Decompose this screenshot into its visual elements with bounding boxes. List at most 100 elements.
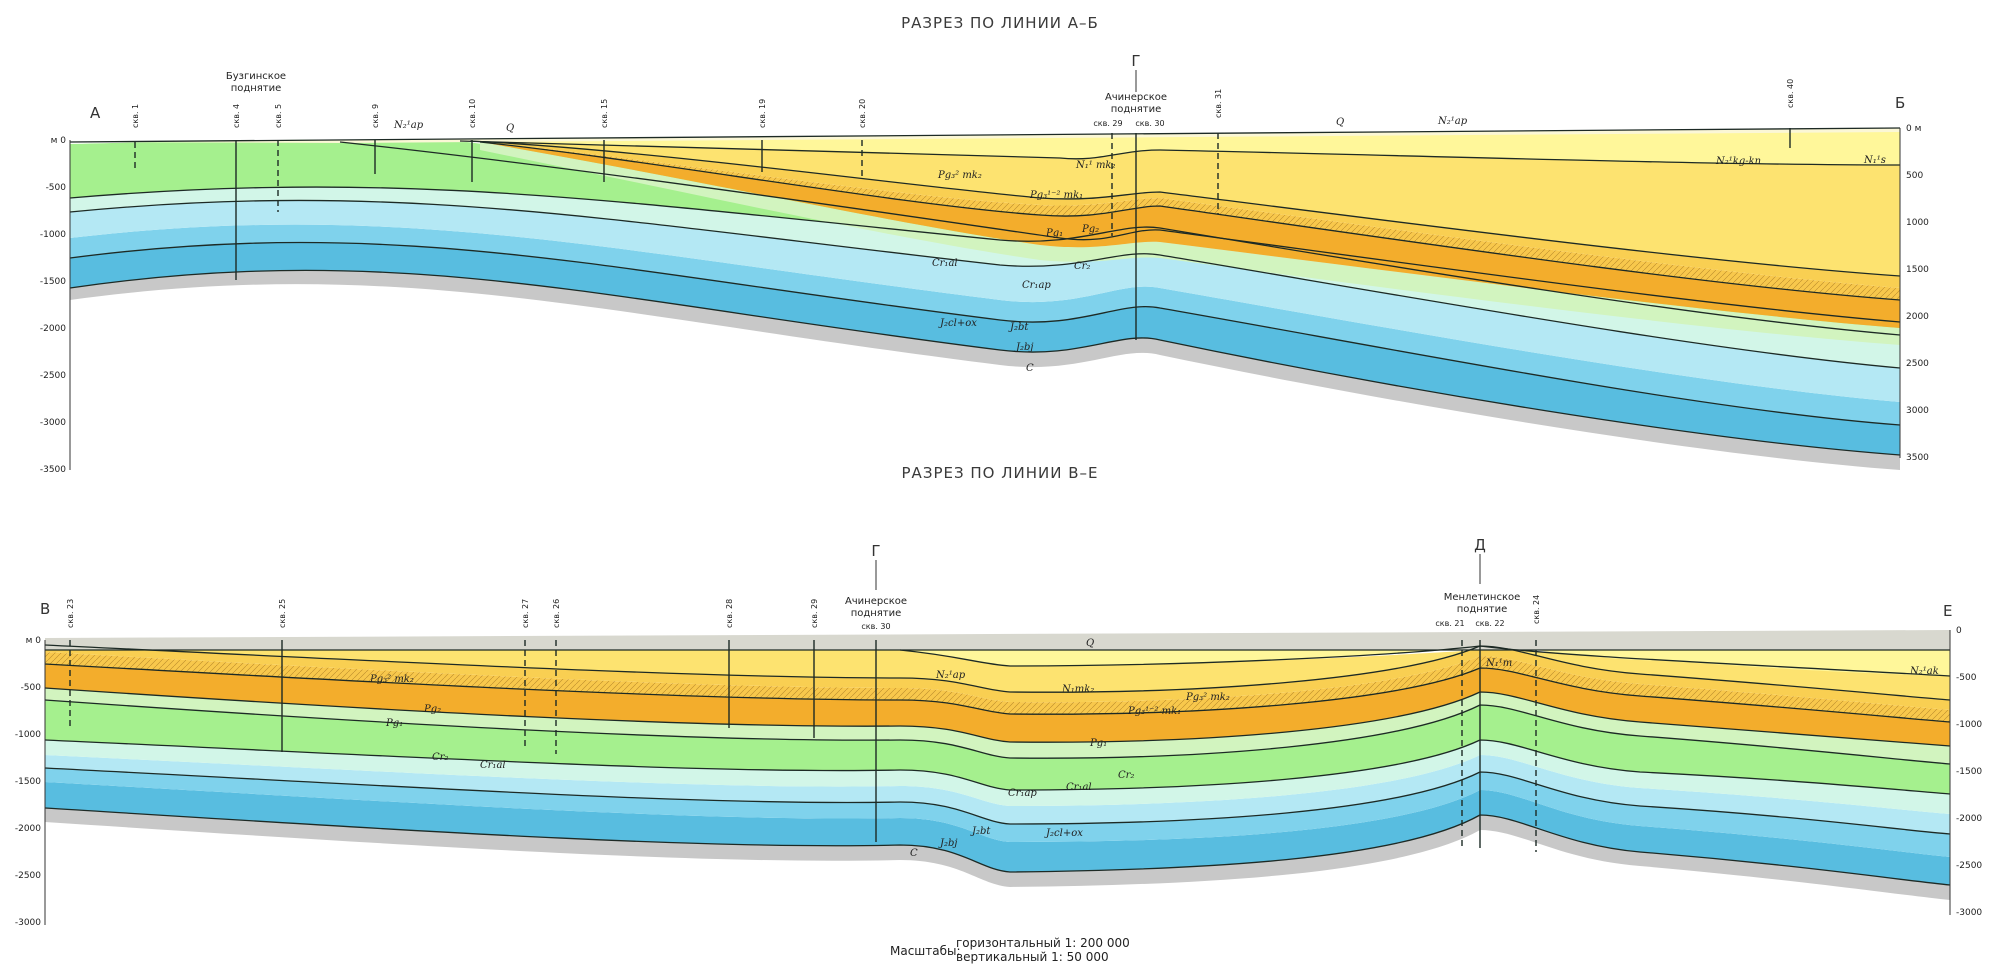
tick-label: -1000	[40, 230, 66, 240]
unit-label: C	[910, 848, 918, 859]
unit-label: J₂bt	[1008, 322, 1029, 333]
uplift-achiner-ve-line2: поднятие	[851, 608, 902, 619]
unit-label: J₂cl+ox	[1044, 828, 1083, 839]
unit-label: N₂¹ap	[935, 670, 966, 681]
well-label: скв. 25	[278, 599, 287, 628]
unit-label: N₂¹ak	[1909, 666, 1939, 677]
unit-label: N₁¹ mk₂	[1075, 160, 1116, 171]
unit-label: Pg₁	[1089, 738, 1107, 749]
layer-j-mid-ve	[45, 768, 1950, 857]
section-ab-end-letter: Б	[1895, 94, 1905, 112]
tick-label: м 0	[26, 636, 42, 646]
well-label: скв. 27	[521, 599, 530, 628]
unit-label: Pg₃² mk₂	[369, 674, 414, 685]
unit-label: N₁¹s	[1863, 155, 1886, 166]
layer-pg-mid-ve	[45, 645, 1950, 710]
section-ve-end-letter: Е	[1943, 602, 1952, 620]
unit-label: Cr₁ap	[1008, 788, 1037, 799]
layer-n-light-ve	[880, 645, 1950, 676]
unit-label: N₁¹m	[1485, 658, 1512, 669]
tick-label: -1000	[15, 730, 41, 740]
well-label: скв. 21	[1435, 619, 1464, 628]
tick-label: 0	[1956, 626, 1962, 636]
marker-g-ve: Г	[871, 542, 880, 560]
uplift-menletin-line2: поднятие	[1457, 604, 1508, 615]
unit-label: Cr₂	[1118, 770, 1134, 781]
layer-cr2-ve	[45, 688, 1950, 764]
unit-label: Pg₂	[1081, 224, 1099, 235]
well-label: скв. 26	[552, 599, 561, 628]
unit-label: Cr₂	[432, 752, 448, 763]
tick-label: -2000	[15, 824, 41, 834]
tick-label: -3000	[15, 918, 41, 928]
uplift-achiner-line1: Ачинерское	[1105, 92, 1167, 103]
well-labels-ab: скв. 1 скв. 4 скв. 5 скв. 9 скв. 10 скв.…	[131, 79, 1795, 128]
unit-label: N₂¹ap	[393, 120, 424, 131]
layer-q-ve	[45, 630, 1950, 650]
uplift-menletin-line1: Менлетинское	[1444, 592, 1521, 603]
tick-label: 2500	[1906, 359, 1929, 369]
unit-label: Cr₁al	[480, 760, 506, 771]
well-label: скв. 24	[1532, 595, 1541, 624]
layer-n-yellow-ve	[45, 645, 1950, 700]
unit-label: N₂¹ap	[1437, 116, 1468, 127]
uplift-buzgin-line2: поднятие	[231, 83, 282, 94]
unit-label: Pg₃¹⁻² mk₁	[1127, 706, 1181, 717]
unit-label: Q	[1086, 638, 1094, 649]
uplift-achiner-line2: поднятие	[1111, 104, 1162, 115]
well-label: скв. 20	[858, 99, 867, 128]
tick-label: -1000	[1956, 720, 1982, 730]
layer-j-dark-ve	[45, 782, 1950, 885]
layer-pg-hatch	[480, 142, 1900, 300]
marker-g-ab: Г	[1131, 52, 1140, 70]
tick-label: 0 м	[1906, 124, 1921, 134]
uplift-buzgin-line1: Бузгинское	[226, 71, 286, 82]
well-label: скв. 1	[131, 104, 140, 128]
unit-label: Pg₃² mk₂	[937, 170, 982, 181]
unit-label: J₂bj	[938, 838, 958, 849]
uplift-achiner-ve-line1: Ачинерское	[845, 596, 907, 607]
tick-label: -2500	[40, 371, 66, 381]
tick-label: 1500	[1906, 265, 1929, 275]
unit-label: N₁mk₂	[1061, 684, 1094, 695]
well-label: скв. 15	[600, 99, 609, 128]
tick-label: -500	[21, 683, 42, 693]
well-label: скв. 40	[1786, 79, 1795, 108]
section-ab-title: РАЗРЕЗ ПО ЛИНИИ А–Б	[901, 14, 1099, 32]
tick-label: -3500	[40, 465, 66, 475]
well-label: скв. 30	[861, 622, 890, 631]
layer-pg-orange-ve	[45, 664, 1950, 746]
layer-j-light	[70, 200, 1900, 402]
tick-label: 3000	[1906, 406, 1929, 416]
unit-label: Q	[1336, 117, 1344, 128]
layer-pg-mid	[470, 141, 1900, 288]
axis-ab-left: м 0 -500 -1000 -1500 -2000 -2500 -3000 -…	[40, 136, 71, 475]
tick-label: -1500	[15, 777, 41, 787]
tick-label: -2000	[1956, 814, 1982, 824]
unit-label: Pg₃¹⁻² mk₁	[1029, 190, 1083, 201]
well-label: скв. 5	[274, 104, 283, 128]
well-label: скв. 22	[1475, 619, 1504, 628]
tick-label: 1000	[1906, 218, 1929, 228]
tick-label: -2000	[40, 324, 66, 334]
tick-label: м 0	[51, 136, 67, 146]
layer-cr2-band	[480, 142, 1900, 345]
tick-label: 500	[1906, 171, 1923, 181]
tick-label: -500	[46, 183, 67, 193]
well-label: скв. 29	[810, 599, 819, 628]
unit-label: J₂bt	[970, 826, 991, 837]
axis-ve-left: м 0 -500 -1000 -1500 -2000 -2500 -3000	[15, 636, 46, 928]
unit-label: Cr₁al	[932, 258, 958, 269]
well-label: скв. 31	[1214, 89, 1223, 118]
layer-n-yellow	[460, 140, 1900, 276]
unit-label: Pg₃² mk₂	[1185, 692, 1230, 703]
scale-horizontal: горизонтальный 1: 200 000	[956, 936, 1130, 950]
tick-label: -1500	[40, 277, 66, 287]
scale-caption: Масштабы:	[890, 944, 961, 958]
tick-label: -1500	[1956, 767, 1982, 777]
unit-label: C	[1026, 363, 1034, 374]
well-label: скв. 29	[1093, 119, 1122, 128]
unit-label: Cr₂	[1074, 261, 1090, 272]
unit-label: Pg₂	[423, 704, 441, 715]
